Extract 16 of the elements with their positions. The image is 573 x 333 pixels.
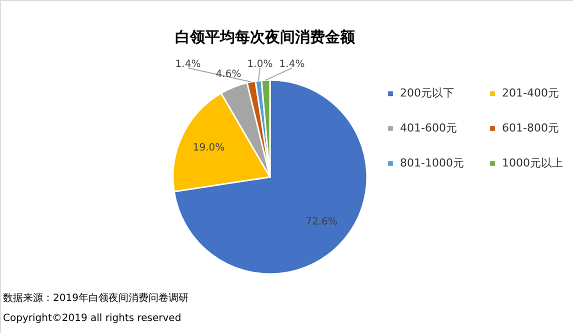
chart-title: 白领平均每次夜间消费金额	[175, 28, 356, 46]
legend-label: 801-1000元	[400, 156, 464, 170]
data-label: 19.0%	[192, 142, 225, 154]
legend-label: 601-800元	[502, 122, 559, 134]
data-label: 1.4%	[175, 59, 201, 70]
text: Copyright©2019 all rights reserved	[3, 313, 182, 324]
legend-label: 401-600元	[400, 122, 457, 134]
pie-slice	[173, 79, 368, 275]
data-label: 1.4%	[279, 59, 305, 70]
data-label: 4.6%	[216, 69, 242, 80]
legend-label: 200元以下	[400, 86, 454, 100]
data-label: 1.0%	[247, 59, 273, 70]
data-label: 72.6%	[306, 216, 338, 228]
source-note: 数据来源：2019年白领夜间消费问卷调研	[3, 292, 188, 304]
legend-label: 201-400元	[502, 86, 559, 100]
legend-label: 1000元以上	[502, 156, 563, 170]
